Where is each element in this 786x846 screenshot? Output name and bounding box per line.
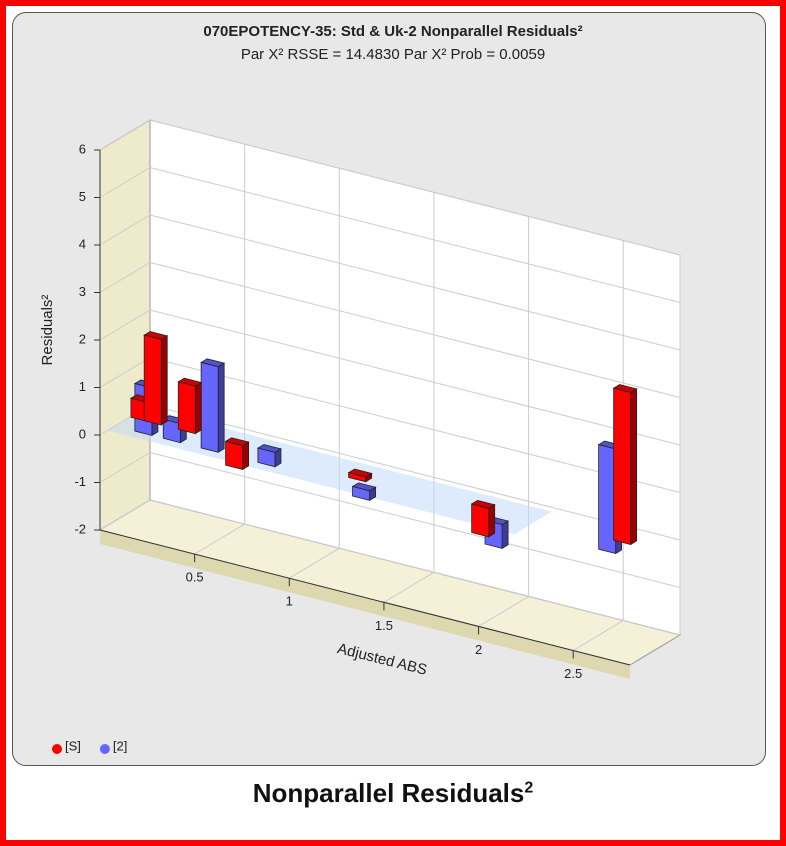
caption-sup: 2	[524, 779, 534, 797]
grid-line	[149, 309, 681, 446]
grid-line	[572, 620, 624, 651]
y-tick-label: 2	[79, 331, 86, 346]
x-tick-label: 0.5	[186, 570, 204, 585]
grid-line	[149, 214, 681, 351]
y-tick-label: 0	[79, 426, 86, 441]
bar	[471, 503, 490, 538]
bar-side	[194, 381, 202, 435]
y-tick-label: -2	[74, 521, 86, 536]
y-tick-label: 5	[79, 189, 86, 204]
bar	[200, 361, 219, 453]
bar-side	[160, 335, 168, 426]
grid-line	[149, 452, 681, 588]
x-tick-label: 1	[286, 594, 293, 609]
grid-line	[99, 262, 151, 293]
grid-line	[99, 452, 151, 483]
grid-line	[194, 523, 245, 555]
grid-line	[99, 214, 151, 246]
legend-swatch	[52, 744, 62, 754]
bar	[162, 418, 181, 444]
bar	[177, 381, 196, 435]
grid-line	[99, 499, 151, 531]
grid-line	[99, 309, 151, 341]
legend-label: [S]	[65, 738, 81, 753]
x-axis-label: Adjusted ABS	[336, 640, 429, 679]
grid-line	[99, 357, 151, 388]
grid-line	[149, 404, 681, 541]
grid-line	[149, 167, 681, 303]
caption: Nonparallel Residuals2	[0, 778, 786, 809]
bar-side	[630, 388, 638, 546]
grid-line	[289, 547, 340, 579]
grid-line	[149, 119, 681, 256]
legend-swatch	[99, 744, 110, 754]
legend-label: [2]	[113, 738, 127, 753]
grid-line	[478, 595, 529, 627]
grid-line	[99, 167, 151, 198]
bar-side	[501, 520, 509, 550]
bar	[352, 485, 370, 501]
x-axis	[99, 529, 631, 666]
chart-subtitle: Par X² RSSE = 14.4830 Par X² Prob = 0.00…	[241, 46, 545, 63]
chart-title: 070EPOTENCY-35: Std & Uk-2 Nonparallel R…	[203, 23, 582, 40]
x-tick-label: 1.5	[375, 618, 393, 633]
grid-line	[149, 357, 681, 493]
bar	[348, 472, 367, 483]
bar	[598, 444, 617, 555]
bar	[143, 334, 162, 426]
x-tick-label: 2	[475, 642, 482, 657]
y-tick-label: 3	[79, 284, 86, 299]
caption-text: Nonparallel Residuals	[252, 778, 525, 808]
y-tick-label: 6	[79, 141, 86, 156]
grid-line	[383, 571, 435, 603]
bar-side	[488, 504, 496, 538]
y-tick-label: 1	[79, 379, 86, 394]
grid-line	[149, 262, 681, 398]
bar	[225, 440, 244, 470]
bar	[613, 387, 632, 546]
grid-line	[149, 499, 681, 636]
bar	[257, 447, 276, 468]
x-tick-label: 2.5	[564, 666, 582, 681]
y-tick-label: 4	[79, 236, 86, 251]
floor-edge	[100, 530, 630, 679]
grid-line	[99, 119, 151, 151]
bar-side	[242, 441, 250, 471]
y-axis-label: Residuals²	[39, 295, 56, 366]
y-tick-label: -1	[74, 474, 86, 489]
bar-side	[217, 362, 225, 453]
